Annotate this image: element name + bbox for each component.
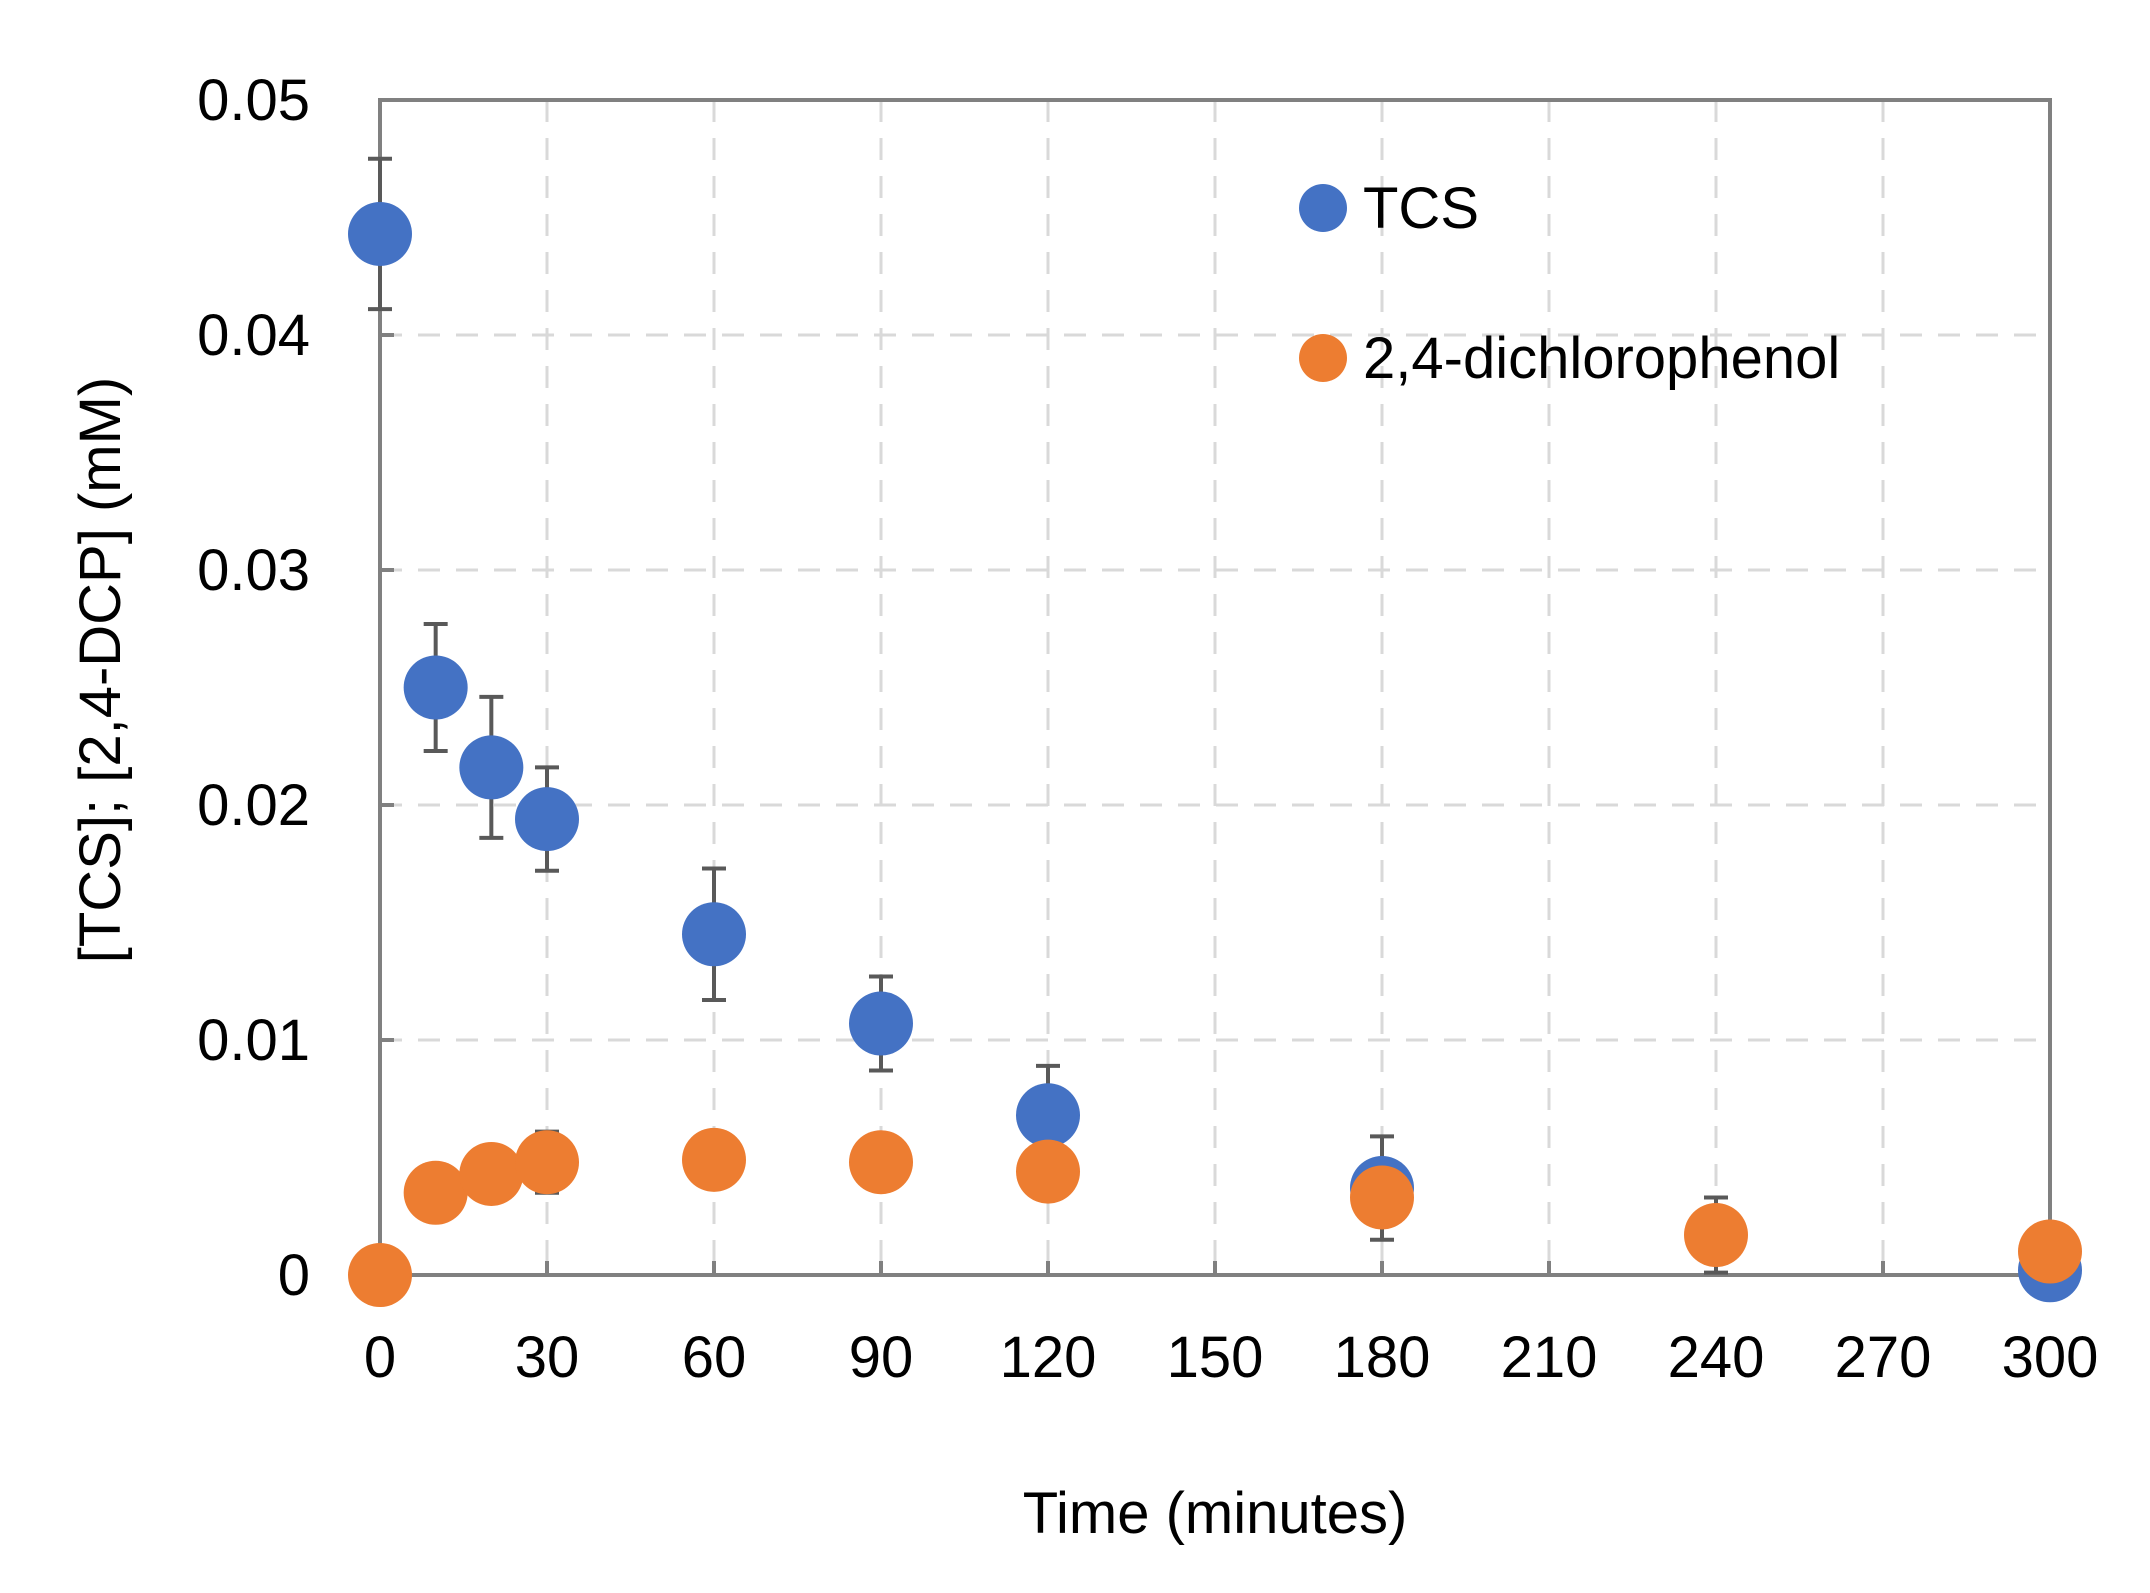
dcp-point xyxy=(1016,1139,1080,1204)
dcp-point xyxy=(682,1127,746,1192)
tcs-point xyxy=(1016,1083,1080,1148)
tcs-point xyxy=(682,902,746,967)
y-tick-label: 0.04 xyxy=(197,303,310,368)
x-tick-label: 90 xyxy=(849,1325,914,1390)
legend-marker-tcs xyxy=(1299,184,1347,232)
x-tick-label: 120 xyxy=(1000,1325,1097,1390)
x-tick-label: 300 xyxy=(2002,1325,2099,1390)
x-tick-label: 240 xyxy=(1668,1325,1765,1390)
tcs-point xyxy=(403,655,468,720)
dcp-point xyxy=(2018,1219,2082,1284)
y-tick-labels: 0 0.01 0.02 0.03 0.04 0.05 xyxy=(197,68,310,1308)
y-tick-label: 0.05 xyxy=(197,68,310,133)
grid xyxy=(380,100,2050,1275)
plot-area-frame xyxy=(378,98,2052,1277)
x-tick-label: 150 xyxy=(1167,1325,1264,1390)
tcs-point xyxy=(459,735,524,800)
x-tick-label: 180 xyxy=(1334,1325,1431,1390)
x-tick-label: 210 xyxy=(1501,1325,1598,1390)
tcs-point xyxy=(515,787,579,852)
x-tick-label: 270 xyxy=(1835,1325,1932,1390)
series-dcp xyxy=(348,1127,2082,1307)
y-tick-label: 0.01 xyxy=(197,1008,310,1073)
x-tick-label: 60 xyxy=(682,1325,747,1390)
y-axis-title: [TCS]; [2,4-DCP] (mM) xyxy=(68,377,133,963)
dcp-point xyxy=(403,1160,468,1225)
y-tick-label: 0.03 xyxy=(197,538,310,603)
x-tick-labels: 0 30 60 90 120 150 180 210 240 270 300 xyxy=(364,1325,2099,1390)
y-tick-label: 0.02 xyxy=(197,773,310,838)
data-series xyxy=(348,201,2082,1307)
tcs-point xyxy=(849,991,913,1056)
dcp-point xyxy=(515,1130,579,1195)
x-tick-label: 30 xyxy=(515,1325,580,1390)
legend-label-dcp: 2,4-dichlorophenol xyxy=(1363,326,1840,391)
legend-label-tcs: TCS xyxy=(1363,176,1479,241)
tcs-point xyxy=(348,201,412,266)
legend: TCS 2,4-dichlorophenol xyxy=(1299,176,1840,391)
dcp-point xyxy=(849,1130,913,1195)
x-tick-label: 0 xyxy=(364,1325,396,1390)
dcp-point xyxy=(348,1243,412,1307)
dcp-point xyxy=(1684,1203,1748,1268)
legend-marker-dcp xyxy=(1299,334,1347,382)
dcp-point xyxy=(1350,1165,1414,1230)
y-tick-label: 0 xyxy=(278,1243,310,1308)
x-axis-title: Time (minutes) xyxy=(1023,1481,1408,1546)
dcp-point xyxy=(459,1141,524,1206)
